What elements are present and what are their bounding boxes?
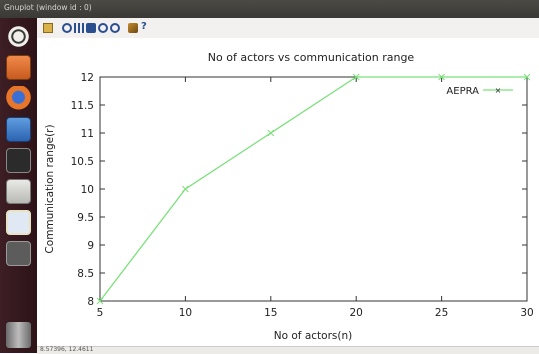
help-icon[interactable]: ? xyxy=(141,21,147,32)
zoom-fit-icon[interactable] xyxy=(110,23,120,33)
y-tick-label: 9 xyxy=(87,240,94,252)
y-tick-label: 8.5 xyxy=(77,268,94,280)
legend-label-aepra: AEPRA xyxy=(446,86,479,97)
plot-canvas: No of actors vs communication range 8 8.5… xyxy=(37,38,539,346)
data-point xyxy=(352,73,360,81)
files-icon[interactable] xyxy=(6,55,31,80)
y-tick-label: 10.5 xyxy=(71,156,94,168)
y-tick-label: 9.5 xyxy=(77,212,94,224)
x-tick-label: 5 xyxy=(97,307,104,319)
status-bar: 8.57396, 12.4611 xyxy=(37,346,539,354)
dash-home-icon[interactable] xyxy=(6,24,31,49)
terminal-icon[interactable] xyxy=(6,148,31,173)
chart-legend: AEPRA × xyxy=(446,86,513,97)
window-title: Gnuplot (window id : 0) xyxy=(4,3,92,12)
workspace-icon[interactable] xyxy=(6,241,31,266)
zoom-in-icon[interactable] xyxy=(86,23,96,33)
series-line-aepra xyxy=(99,76,527,302)
x-axis: 5 10 15 20 25 30 xyxy=(97,77,534,319)
plot-toolbar: ? xyxy=(37,18,539,38)
series-layer xyxy=(96,73,531,305)
data-point xyxy=(523,73,531,81)
data-point xyxy=(96,297,104,305)
y-axis-label: Communication range(r) xyxy=(44,124,56,253)
grid-icon[interactable] xyxy=(74,23,84,33)
y-tick-label: 12 xyxy=(81,72,94,84)
cursor-coordinates: 8.57396, 12.4611 xyxy=(40,346,94,353)
settings-icon[interactable] xyxy=(128,23,138,33)
x-tick-label: 30 xyxy=(520,307,533,319)
data-point xyxy=(438,73,445,81)
firefox-icon[interactable] xyxy=(6,86,31,111)
x-tick-label: 10 xyxy=(179,307,192,319)
y-tick-label: 11.5 xyxy=(71,100,94,112)
x-tick-label: 15 xyxy=(264,307,277,319)
y-tick-label: 8 xyxy=(87,296,94,308)
refresh-icon[interactable] xyxy=(62,23,72,33)
data-point xyxy=(182,185,189,193)
chart-title: No of actors vs communication range xyxy=(208,51,415,64)
writer-icon[interactable] xyxy=(6,117,31,142)
y-tick-label: 10 xyxy=(81,184,94,196)
x-tick-label: 20 xyxy=(350,307,363,319)
trash-icon[interactable] xyxy=(6,322,31,348)
plot-app-icon[interactable] xyxy=(6,210,31,235)
y-axis: 8 8.5 9 9.5 10 10.5 11 11.5 12 xyxy=(71,72,527,308)
legend-marker: × xyxy=(495,86,502,95)
editor-icon[interactable] xyxy=(6,179,31,204)
zoom-out-icon[interactable] xyxy=(98,23,108,33)
window-titlebar: Gnuplot (window id : 0) xyxy=(0,0,539,19)
data-point xyxy=(267,129,275,137)
launcher-bar xyxy=(0,18,38,353)
y-tick-label: 11 xyxy=(81,128,94,140)
line-chart: No of actors vs communication range 8 8.5… xyxy=(44,51,534,342)
plot-frame xyxy=(99,76,528,302)
x-tick-label: 25 xyxy=(435,307,448,319)
x-axis-label: No of actors(n) xyxy=(274,330,352,342)
clipboard-icon[interactable] xyxy=(43,23,53,33)
